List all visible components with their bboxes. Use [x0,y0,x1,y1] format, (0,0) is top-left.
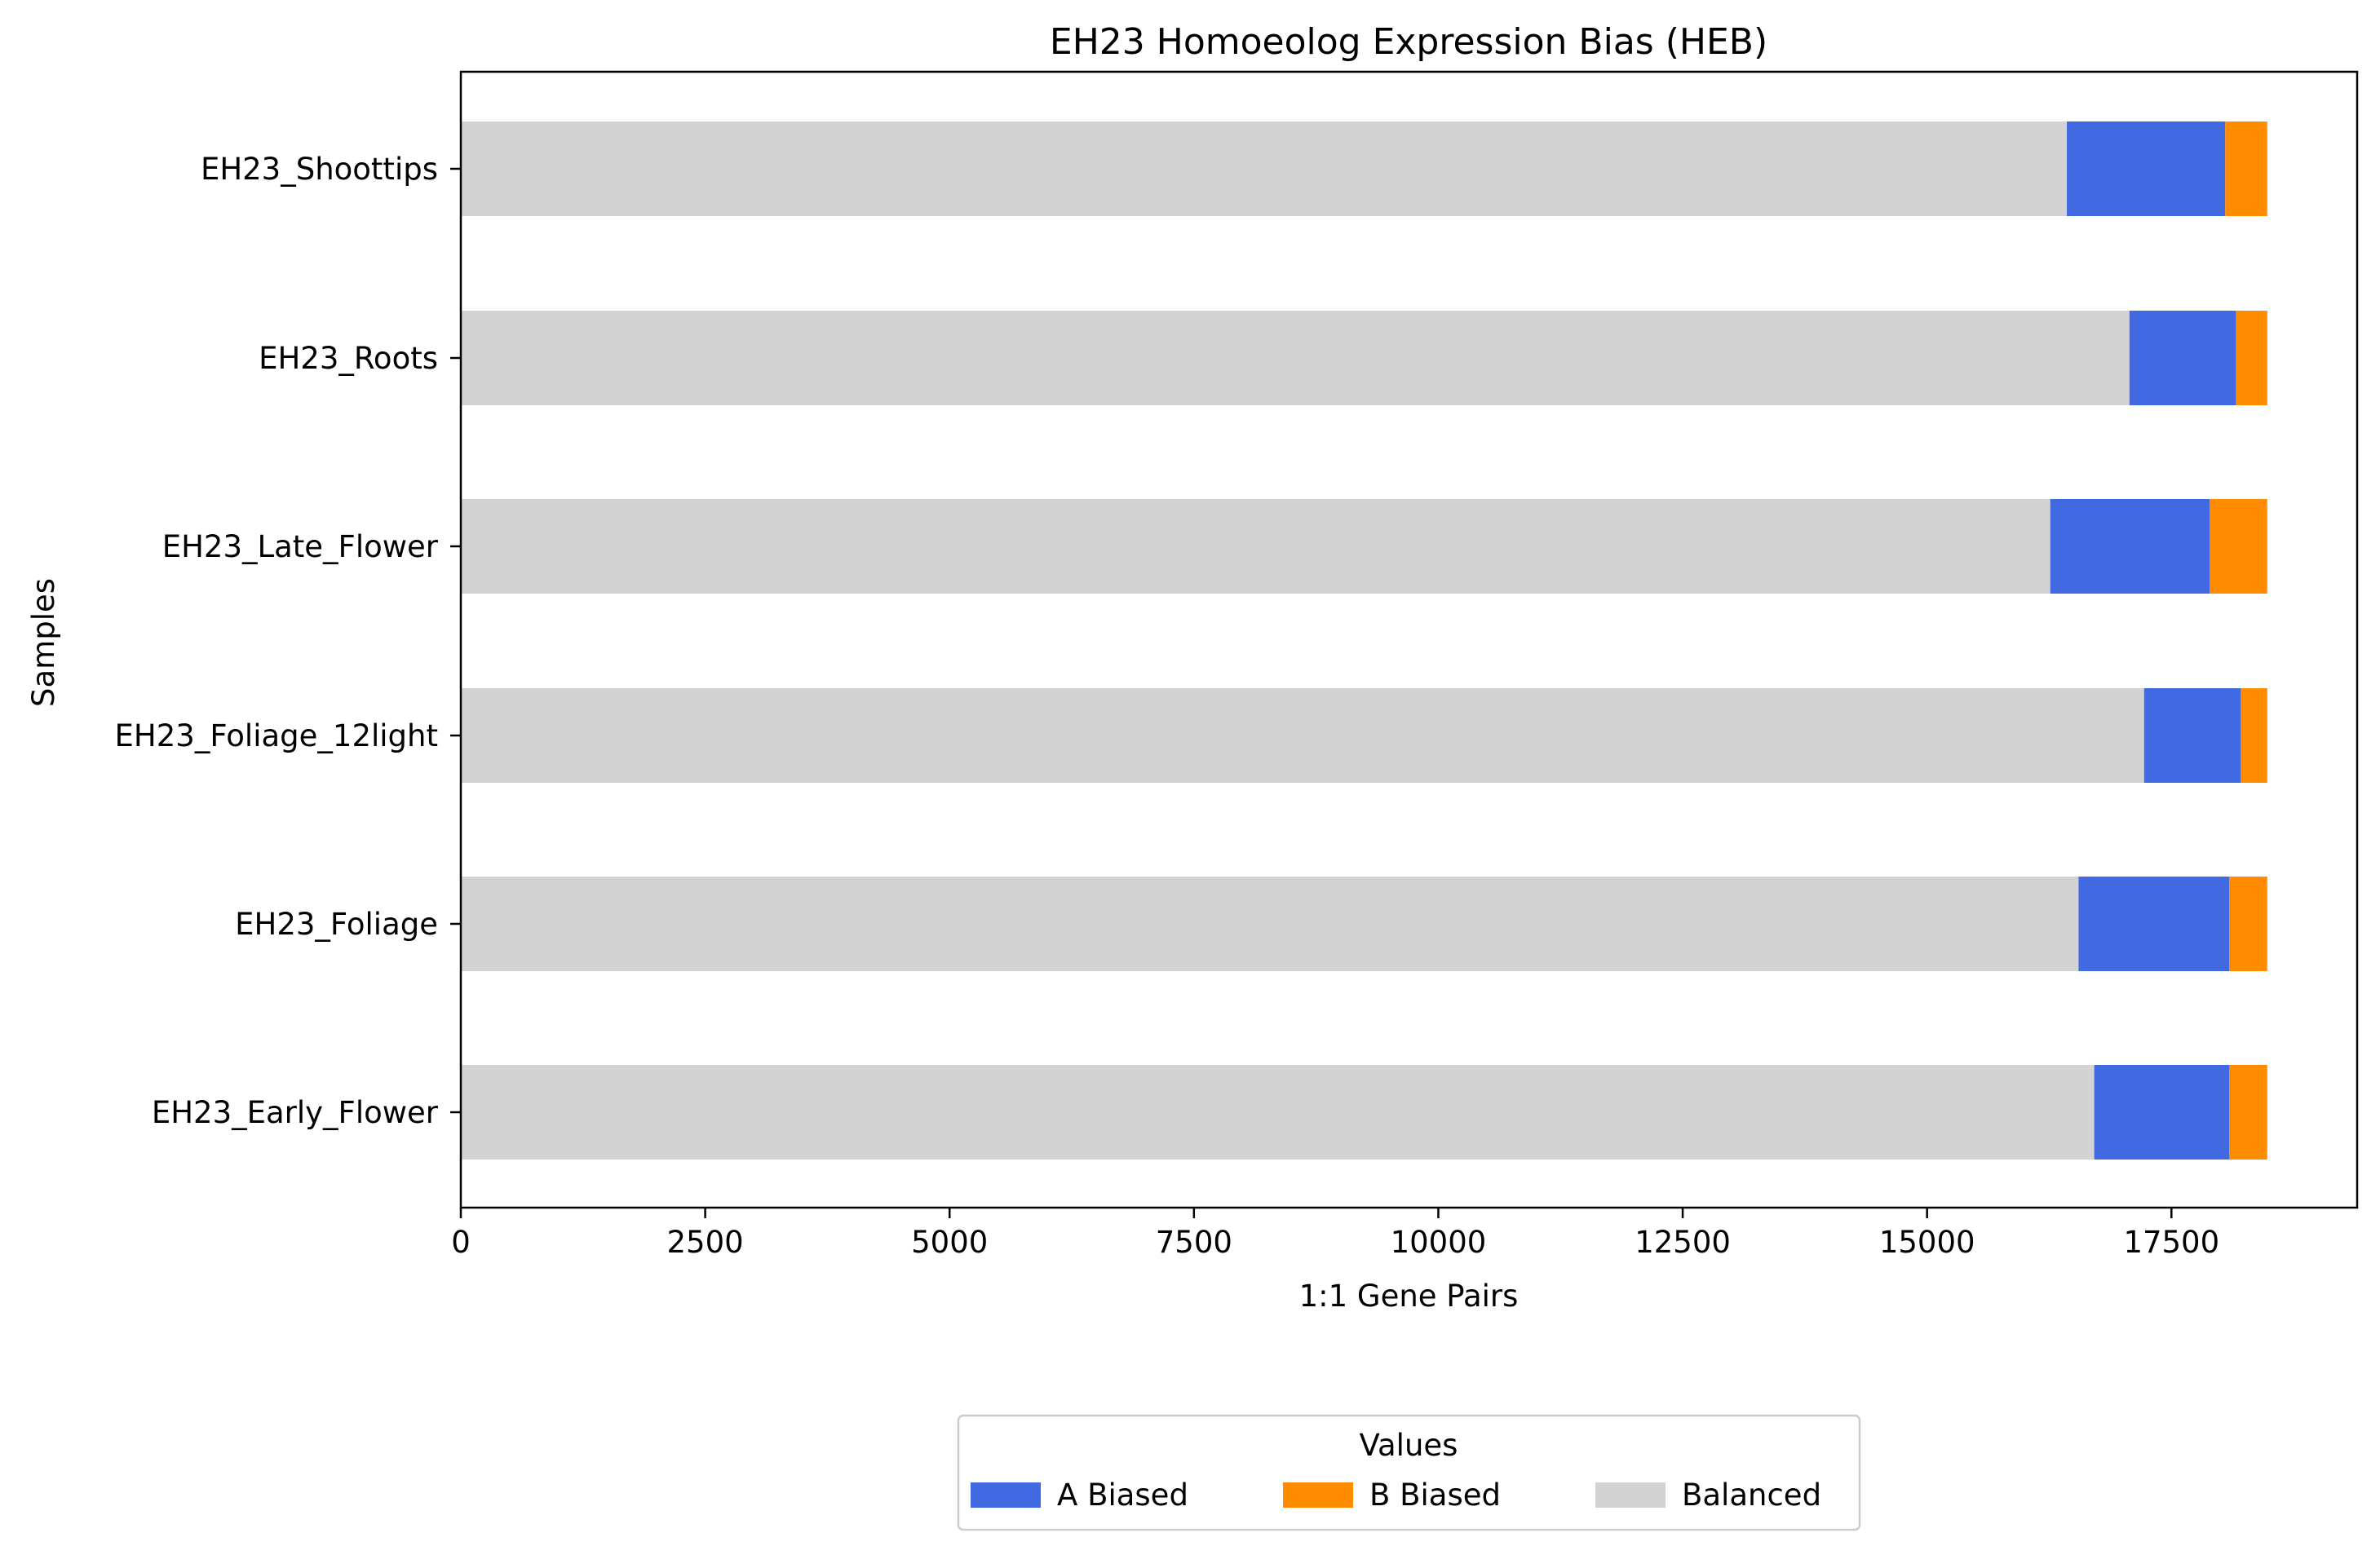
legend-label-b_biased: B Biased [1369,1478,1501,1513]
bar-balanced-EH23_Early_Flower [461,1065,2095,1160]
bar-b_biased-EH23_Early_Flower [2229,1065,2267,1160]
legend-label-balanced: Balanced [1682,1478,1821,1513]
y-tick-label: EH23_Foliage_12light [115,718,438,753]
bar-balanced-EH23_Shoottips [461,121,2068,216]
bar-a_biased-EH23_Foliage_12light [2143,688,2241,783]
x-tick-label: 7500 [1156,1225,1232,1260]
bar-b_biased-EH23_Foliage_12light [2241,688,2267,783]
bar-balanced-EH23_Foliage [461,877,2079,971]
y-tick-label: EH23_Late_Flower [162,529,439,564]
x-tick-label: 12500 [1635,1225,1731,1260]
bar-b_biased-EH23_Shoottips [2225,121,2267,216]
bar-balanced-EH23_Roots [461,311,2130,405]
legend-title: Values [1360,1428,1458,1463]
x-tick-label: 0 [451,1225,471,1260]
x-tick-label: 10000 [1391,1225,1487,1260]
x-tick-label: 17500 [2123,1225,2219,1260]
bar-balanced-EH23_Foliage_12light [461,688,2144,783]
legend: Values A Biased B Biased Balanced [957,1414,1861,1531]
bar-b_biased-EH23_Foliage [2229,877,2267,971]
legend-swatch-balanced [1595,1482,1666,1508]
bar-b_biased-EH23_Late_Flower [2210,499,2267,594]
x-tick-label: 2500 [667,1225,744,1260]
bar-b_biased-EH23_Roots [2236,311,2267,405]
x-axis-label: 1:1 Gene Pairs [1299,1279,1519,1314]
y-tick-label: EH23_Shoottips [201,152,438,187]
bar-a_biased-EH23_Foliage [2078,877,2229,971]
x-tick-label: 15000 [1879,1225,1975,1260]
bar-a_biased-EH23_Late_Flower [2050,499,2210,594]
x-axis: 0 2500 5000 7500 10000 12500 15000 17500 [451,1208,2219,1260]
legend-swatch-b_biased [1283,1482,1353,1508]
legend-label-a_biased: A Biased [1057,1478,1188,1513]
legend-swatch-a_biased [971,1482,1041,1508]
bar-a_biased-EH23_Roots [2129,311,2236,405]
y-tick-label: EH23_Roots [259,341,438,376]
y-axis-label: Samples [26,578,61,707]
bars-layer [461,121,2267,1160]
legend-entries: A Biased B Biased Balanced [971,1478,1821,1513]
y-axis: EH23_Shoottips EH23_Roots EH23_Late_Flower… [115,152,461,1130]
plot-frame [459,70,2359,1209]
x-tick-label: 5000 [911,1225,988,1260]
y-tick-label: EH23_Early_Flower [152,1095,439,1130]
chart-title: EH23 Homoeolog Expression Bias (HEB) [1050,21,1767,63]
y-tick-label: EH23_Foliage [235,907,438,942]
bar-a_biased-EH23_Early_Flower [2094,1065,2230,1160]
bar-a_biased-EH23_Shoottips [2067,121,2226,216]
bar-balanced-EH23_Late_Flower [461,499,2050,594]
